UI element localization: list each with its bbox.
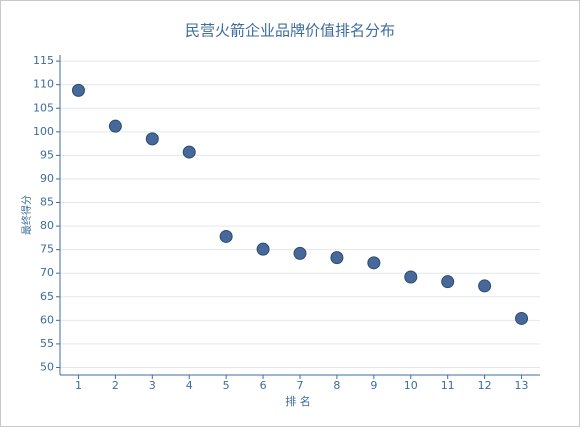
y-tick-label: 65 [40,290,54,303]
x-tick-label: 9 [370,379,377,392]
x-tick-label: 6 [260,379,267,392]
y-tick-label: 50 [40,360,54,373]
y-tick-label: 55 [40,337,54,350]
point [182,145,196,159]
y-tick-label: 115 [33,54,54,67]
point [367,256,381,270]
y-tick-label: 110 [33,78,54,91]
y-tick-label: 105 [33,101,54,114]
y-tick-label: 85 [40,196,54,209]
x-tick-label: 11 [441,379,455,392]
x-tick-label: 12 [478,379,492,392]
y-tick-label: 75 [40,243,54,256]
point [219,229,233,243]
y-tick-label: 80 [40,219,54,232]
chart-title: 民营火箭企业品牌价值排名分布 [185,22,395,40]
point [515,311,529,325]
x-tick-label: 1 [75,379,82,392]
x-tick-label: 2 [112,379,119,392]
point [71,83,85,97]
x-tick-label: 7 [297,379,304,392]
point [293,246,307,260]
x-tick-label: 4 [186,379,193,392]
x-tick-label: 5 [223,379,230,392]
x-tick-label: 13 [515,379,529,392]
y-axis-label: 最终得分 [20,195,33,235]
point [441,275,455,289]
x-tick-label: 10 [404,379,418,392]
point [330,251,344,265]
point [256,242,270,256]
x-tick-label: 3 [149,379,156,392]
x-axis-label: 排 名 [285,394,311,408]
y-tick-label: 60 [40,313,54,326]
point [108,119,122,133]
y-tick-label: 90 [40,172,54,185]
y-tick-label: 100 [33,125,54,138]
point [145,132,159,146]
y-tick-label: 95 [40,148,54,161]
point [478,279,492,293]
x-tick-label: 8 [333,379,340,392]
y-tick-label: 70 [40,266,54,279]
point [404,270,418,284]
